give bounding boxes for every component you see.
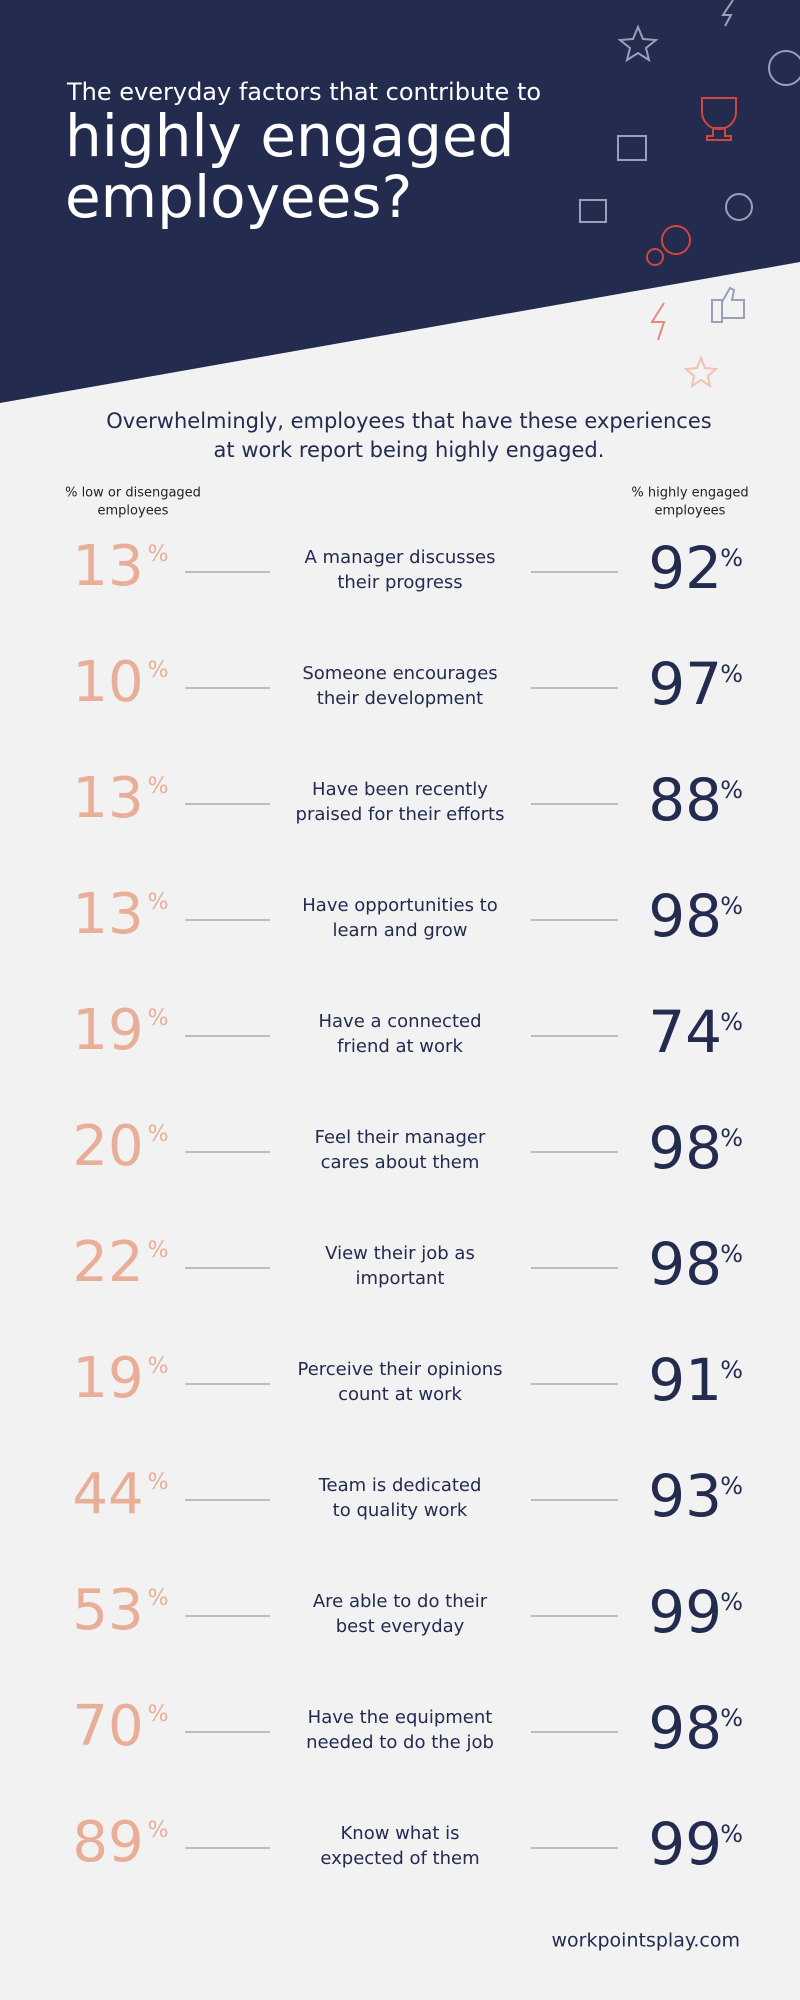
low-value: 13 (72, 766, 143, 831)
high-value: 88 (648, 766, 722, 834)
factor: View their job as (325, 1243, 475, 1264)
unit: % (720, 776, 743, 804)
factor: to quality work (333, 1500, 468, 1521)
unit: % (720, 660, 743, 688)
high-value: 98 (648, 1694, 722, 1762)
trophy-icon (701, 97, 737, 141)
factor: needed to do the job (306, 1732, 494, 1753)
factor: Team is dedicated (318, 1475, 482, 1496)
column-header: employees (98, 504, 169, 519)
unit: % (720, 892, 743, 920)
decor-icons (579, 0, 800, 389)
unit: % (720, 1820, 743, 1848)
star-icon (617, 24, 659, 63)
factor: Someone encourages (302, 663, 497, 684)
low-value: 89 (72, 1810, 143, 1875)
column-header: employees (655, 504, 726, 519)
factor: Are able to do their (313, 1591, 488, 1612)
unit: % (720, 544, 743, 572)
thumb-icon (711, 286, 745, 323)
factor: expected of them (320, 1848, 479, 1869)
unit: % (148, 1006, 169, 1031)
intro: at work report being highly engaged. (214, 438, 605, 462)
bulb-icon (725, 193, 753, 221)
factor: Have a connected (318, 1011, 481, 1032)
column-header: % highly engaged (631, 486, 748, 501)
smile-icon (768, 50, 800, 86)
factor: Have opportunities to (302, 895, 497, 916)
high-value: 99 (648, 1578, 722, 1646)
low-value: 53 (72, 1578, 143, 1643)
bubble-icon (661, 225, 691, 255)
factor: their progress (337, 572, 462, 593)
factor: count at work (338, 1384, 462, 1405)
factor: Have been recently (312, 779, 488, 800)
high-value: 98 (648, 1230, 722, 1298)
high-value: 74 (648, 998, 722, 1066)
unit: % (720, 1356, 743, 1384)
low-value: 22 (72, 1230, 143, 1295)
high-value: 98 (648, 882, 722, 950)
bolt-icon (721, 0, 734, 27)
header-band (0, 0, 800, 403)
high-value: 99 (648, 1810, 722, 1878)
high-value: 92 (648, 534, 722, 602)
factor: friend at work (337, 1036, 463, 1057)
unit: % (720, 1008, 743, 1036)
unit: % (148, 890, 169, 915)
factor: important (356, 1268, 445, 1289)
unit: % (148, 1702, 169, 1727)
unit: % (148, 1122, 169, 1147)
factor: learn and grow (332, 920, 467, 941)
low-value: 70 (72, 1694, 143, 1759)
low-value: 19 (72, 998, 143, 1063)
factor: praised for their efforts (296, 804, 505, 825)
intro: Overwhelmingly, employees that have thes… (106, 409, 711, 433)
title: employees? (65, 163, 412, 231)
factor: Have the equipment (308, 1707, 493, 1728)
unit: % (148, 1586, 169, 1611)
title: highly engaged (65, 102, 514, 170)
low-value: 44 (72, 1462, 143, 1527)
star-icon (683, 355, 719, 389)
gift-icon (617, 135, 647, 161)
factor: Know what is (341, 1823, 460, 1844)
factor: cares about them (321, 1152, 480, 1173)
high-value: 93 (648, 1462, 722, 1530)
unit: % (720, 1472, 743, 1500)
low-value: 20 (72, 1114, 143, 1179)
unit: % (148, 542, 169, 567)
factor: their development (317, 688, 483, 709)
unit: % (148, 1470, 169, 1495)
factor: Feel their manager (315, 1127, 486, 1148)
quote-icon (579, 199, 607, 223)
unit: % (720, 1588, 743, 1616)
low-value: 13 (72, 882, 143, 947)
high-value: 91 (648, 1346, 722, 1414)
unit: % (148, 1354, 169, 1379)
factor: best everyday (336, 1616, 465, 1637)
unit: % (148, 1818, 169, 1843)
unit: % (148, 658, 169, 683)
unit: % (148, 1238, 169, 1263)
kicker: The everyday factors that contribute to (66, 78, 541, 106)
high-value: 97 (648, 650, 722, 718)
bubble-icon (646, 248, 664, 266)
high-value: 98 (648, 1114, 722, 1182)
unit: % (720, 1124, 743, 1152)
bolt-icon (650, 302, 666, 341)
low-value: 19 (72, 1346, 143, 1411)
factor: A manager discusses (305, 547, 496, 568)
low-value: 10 (72, 650, 143, 715)
column-header: % low or disengaged (65, 486, 201, 501)
unit: % (720, 1704, 743, 1732)
footer: workpointsplay.com (552, 1930, 740, 1952)
low-value: 13 (72, 534, 143, 599)
unit: % (148, 774, 169, 799)
unit: % (720, 1240, 743, 1268)
factor: Perceive their opinions (297, 1359, 502, 1380)
